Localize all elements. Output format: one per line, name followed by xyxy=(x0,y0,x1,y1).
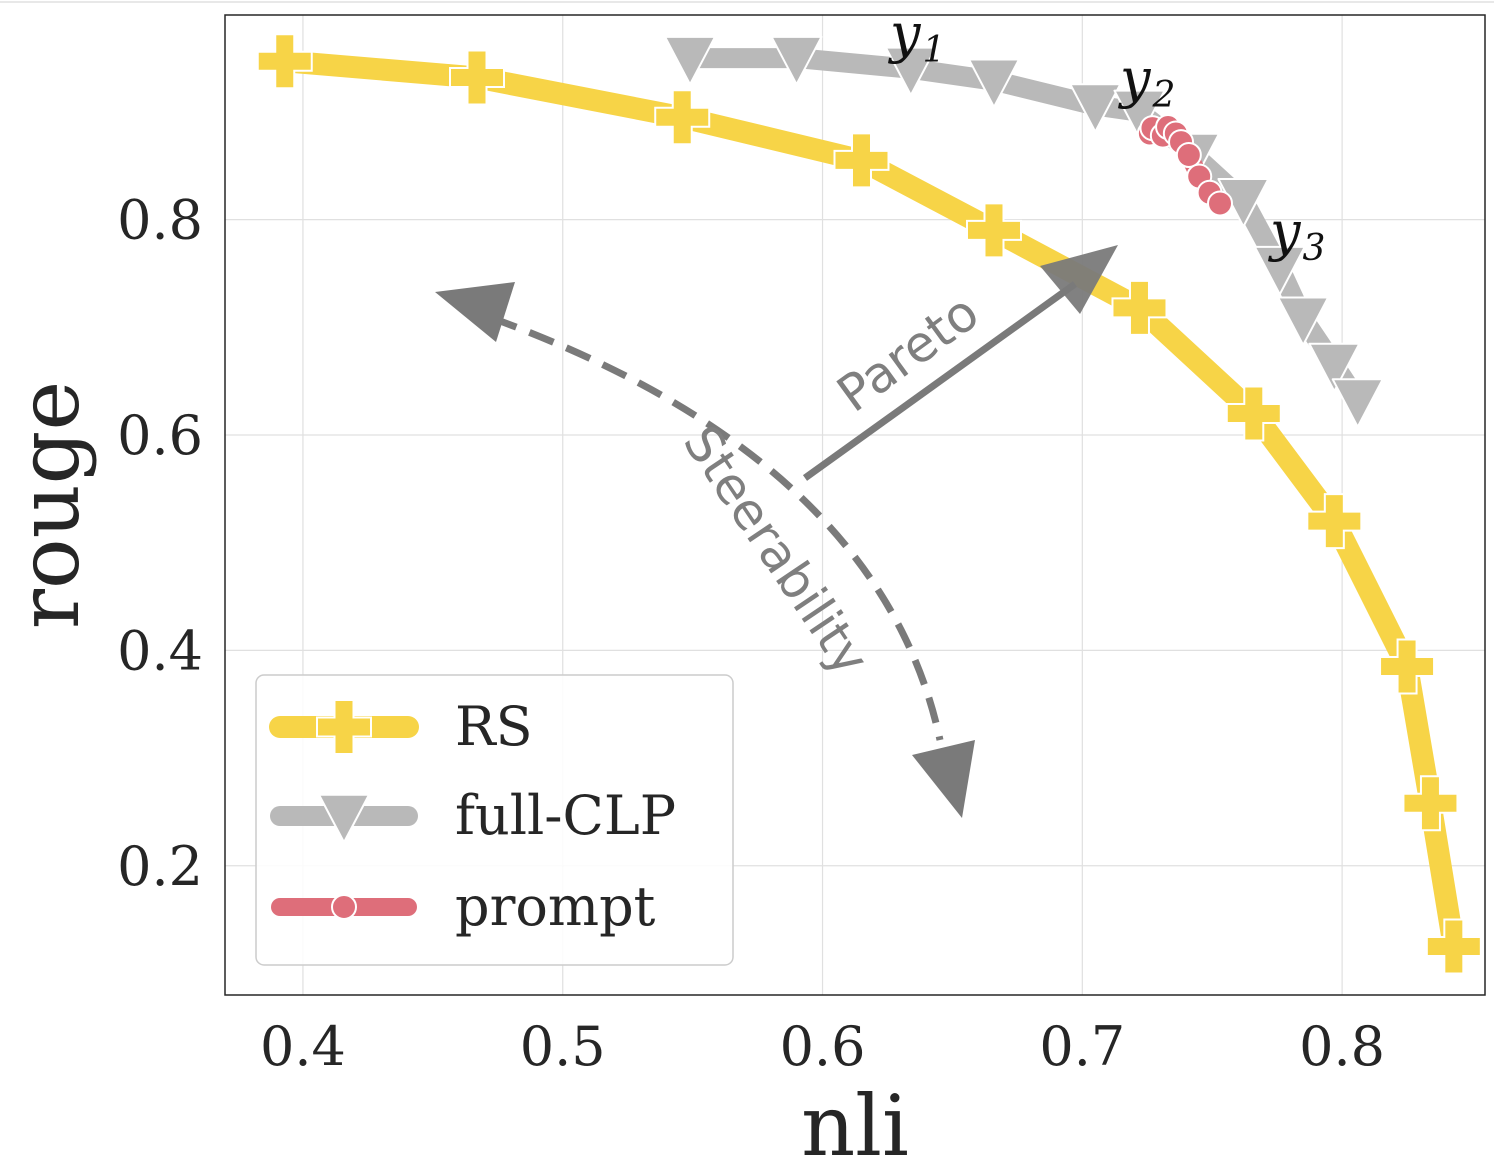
y-tick-label: 0.8 xyxy=(117,189,203,252)
data-point-rs xyxy=(256,33,313,90)
data-point-full-clp xyxy=(664,35,717,86)
legend-box xyxy=(255,674,734,966)
pareto-arrow-shaft xyxy=(802,281,1078,481)
point-label-subscript: 2 xyxy=(1152,75,1176,116)
x-tick-label: 0.4 xyxy=(260,1015,346,1078)
data-point-rs xyxy=(1402,775,1459,832)
legend-marker-prompt xyxy=(331,894,357,920)
y-tick-label: 0.4 xyxy=(117,619,203,682)
y-tick-label: 0.6 xyxy=(117,404,203,467)
point-label-y2: y2 xyxy=(1118,47,1175,116)
data-point-rs xyxy=(1225,385,1282,442)
tick-labels: 0.4 0.5 0.6 0.7 0.8 0.2 0.4 0.6 0.8 xyxy=(117,189,1385,1078)
data-point-full-clp xyxy=(967,58,1020,108)
series-rs xyxy=(256,33,1482,975)
data-point-full-clp xyxy=(1069,83,1122,133)
data-point-full-clp xyxy=(1253,245,1306,296)
data-point-rs xyxy=(449,49,505,106)
data-point-full-clp xyxy=(1277,296,1330,346)
data-point-prompt xyxy=(1207,190,1234,217)
x-tick-label: 0.6 xyxy=(780,1015,866,1078)
data-point-rs xyxy=(833,132,890,189)
series-layer xyxy=(256,33,1482,975)
pareto-arrow-head xyxy=(1040,245,1118,314)
x-axis-title: nli xyxy=(801,1077,909,1172)
legend-entry-prompt: prompt xyxy=(271,875,656,938)
point-label-subscript: 1 xyxy=(923,30,946,71)
data-point-rs xyxy=(1111,279,1168,336)
legend-swatch-full-clp xyxy=(270,793,418,844)
legend-marker-rs xyxy=(316,699,372,755)
plot-frame xyxy=(224,14,1486,996)
legend-swatch-prompt xyxy=(271,894,417,920)
x-tick-label: 0.7 xyxy=(1039,1015,1125,1078)
steerability-arrow-head-start xyxy=(435,282,515,342)
steerability-arrow-head-end xyxy=(912,740,975,818)
x-tick-label: 0.5 xyxy=(520,1015,606,1078)
legend-label-full-clp: full-CLP xyxy=(455,784,676,847)
legend-marker-full-clp xyxy=(318,793,370,844)
data-point-rs xyxy=(1425,918,1482,975)
data-point-rs xyxy=(1306,493,1363,550)
legend-swatch-rs xyxy=(269,699,419,755)
data-point-prompt xyxy=(1175,142,1202,168)
data-point-rs xyxy=(654,89,711,146)
x-tick-label: 0.8 xyxy=(1299,1015,1385,1078)
legend-entry-full-clp: full-CLP xyxy=(270,784,676,847)
legend-label-rs: RS xyxy=(455,695,533,758)
data-point-full-clp xyxy=(1331,378,1384,428)
legend-label-prompt: prompt xyxy=(455,875,656,938)
y-axis-title: rouge xyxy=(0,381,98,629)
data-point-full-clp xyxy=(770,35,823,86)
data-point-rs xyxy=(1379,638,1436,695)
point-label-subscript: 3 xyxy=(1303,228,1326,269)
y-tick-label: 0.2 xyxy=(117,835,203,898)
steerability-arrow-curve xyxy=(490,314,944,741)
data-point-rs xyxy=(965,202,1022,259)
legend-entry-rs: RS xyxy=(269,695,533,758)
data-point-full-clp xyxy=(884,46,937,97)
data-point-full-clp xyxy=(1308,342,1361,393)
data-point-full-clp xyxy=(1113,89,1166,140)
legend: RS full-CLP prompt xyxy=(255,674,734,966)
series-prompt xyxy=(1136,114,1234,217)
